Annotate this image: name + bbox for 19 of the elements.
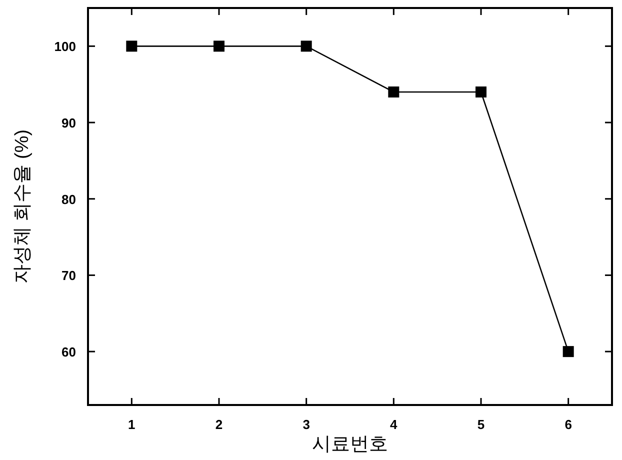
point — [300, 40, 312, 52]
y-tick-label: 100 — [54, 39, 76, 54]
y-tick-label: 80 — [62, 192, 76, 207]
x-tick-label: 3 — [302, 417, 310, 432]
x-tick-label: 4 — [390, 417, 398, 432]
y-tick-label: 90 — [62, 116, 76, 131]
y-axis-title: 자성체 회수율 (%) — [12, 129, 33, 284]
point — [126, 40, 138, 52]
point — [476, 86, 486, 98]
x-tick-label: 6 — [564, 417, 572, 432]
x-tick-label: 5 — [477, 417, 485, 432]
x-tick-label: 1 — [128, 417, 136, 432]
point — [388, 86, 400, 98]
y-tick-label: 70 — [62, 268, 76, 284]
point — [562, 346, 574, 358]
x-tick-label: 2 — [215, 417, 223, 432]
x-axis-title: 시료번호 — [312, 434, 388, 455]
point — [214, 40, 224, 52]
y-tick-label: 60 — [62, 344, 76, 360]
